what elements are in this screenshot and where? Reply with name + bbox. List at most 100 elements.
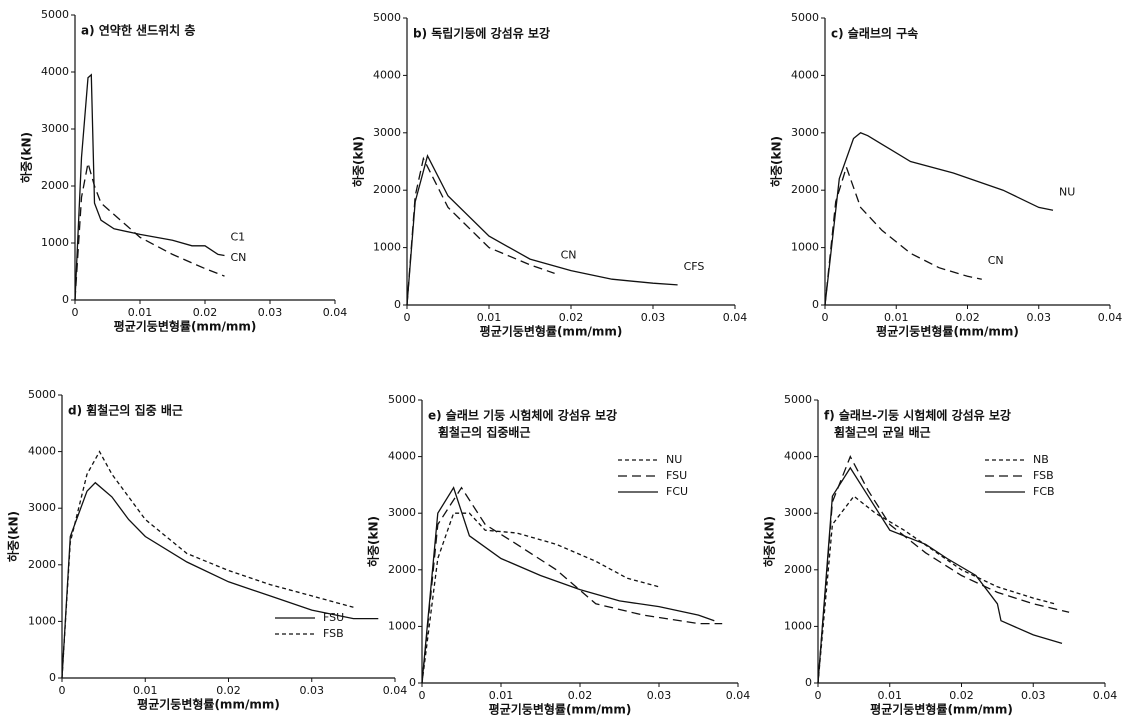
y-tick-label: 3000	[791, 126, 819, 139]
legend-label: FCU	[666, 485, 688, 498]
x-axis-label: 평균기둥변형률(mm/mm)	[870, 702, 1013, 717]
series-label: CN	[988, 254, 1004, 267]
x-tick-label: 0.04	[323, 306, 348, 319]
y-tick-label: 3000	[373, 126, 401, 139]
x-axis-label: 평균기둥변형률(mm/mm)	[876, 324, 1019, 339]
series-line	[824, 165, 982, 306]
x-axis-label: 평균기둥변형률(mm/mm)	[137, 697, 280, 712]
y-tick-label: 4000	[28, 445, 56, 458]
x-tick-label: 0	[815, 689, 822, 702]
legend-label: FCB	[1033, 485, 1055, 498]
x-tick-label: 0.02	[568, 689, 593, 702]
chart-subtitle: 휨철근의 집중배근	[438, 425, 531, 440]
x-axis-label: 평균기둥변형률(mm/mm)	[480, 324, 623, 339]
x-tick-label: 0	[59, 684, 66, 697]
y-axis-label: 하중(kN)	[366, 516, 381, 567]
y-tick-label: 0	[805, 676, 812, 689]
x-tick-label: 0.02	[559, 311, 584, 324]
y-tick-label: 2000	[388, 563, 416, 576]
legend-label: FSU	[666, 469, 687, 482]
y-tick-label: 2000	[784, 563, 812, 576]
x-tick-label: 0.04	[1093, 689, 1118, 702]
series-line	[61, 450, 354, 679]
y-tick-label: 2000	[41, 179, 69, 192]
y-tick-label: 1000	[791, 241, 819, 254]
series-line	[61, 481, 379, 679]
chart-subtitle: 휨철근의 균일 배근	[834, 425, 931, 440]
x-tick-label: 0	[419, 689, 426, 702]
y-axis-label: 하중(kN)	[19, 132, 34, 183]
y-tick-label: 1000	[41, 236, 69, 249]
y-tick-label: 2000	[791, 183, 819, 196]
y-tick-label: 5000	[791, 11, 819, 24]
y-tick-label: 5000	[388, 393, 416, 406]
y-tick-label: 2000	[373, 183, 401, 196]
x-tick-label: 0.02	[955, 311, 980, 324]
series-line	[74, 163, 225, 301]
y-tick-label: 5000	[373, 11, 401, 24]
series-line	[74, 73, 225, 301]
x-tick-label: 0	[72, 306, 79, 319]
y-tick-label: 0	[62, 293, 69, 306]
y-tick-label: 1000	[373, 241, 401, 254]
y-axis-label: 하중(kN)	[351, 136, 366, 187]
chart-title: e) 슬래브 기둥 시험체에 강섬유 보강	[428, 408, 617, 423]
series-line	[406, 156, 555, 306]
series-label: NU	[1059, 185, 1075, 198]
x-tick-label: 0	[822, 311, 829, 324]
series-label: C1	[231, 231, 246, 244]
y-tick-label: 3000	[784, 506, 812, 519]
legend-label: FSB	[323, 627, 344, 640]
y-tick-label: 0	[394, 298, 401, 311]
x-axis-label: 평균기둥변형률(mm/mm)	[489, 702, 632, 717]
y-tick-label: 0	[49, 671, 56, 684]
x-tick-label: 0.04	[1098, 311, 1123, 324]
y-tick-label: 4000	[388, 450, 416, 463]
series-label: CFS	[684, 260, 705, 273]
y-tick-label: 4000	[791, 68, 819, 81]
x-tick-label: 0.02	[949, 689, 974, 702]
series-line	[406, 153, 678, 306]
y-tick-label: 2000	[28, 558, 56, 571]
y-tick-label: 5000	[784, 393, 812, 406]
x-tick-label: 0.02	[193, 306, 218, 319]
series-label: CN	[561, 248, 577, 261]
legend-label: NB	[1033, 453, 1049, 466]
y-axis-label: 하중(kN)	[769, 136, 784, 187]
x-tick-label: 0.01	[477, 311, 502, 324]
x-axis-label: 평균기둥변형률(mm/mm)	[114, 319, 257, 334]
y-tick-label: 1000	[784, 619, 812, 632]
chart-title: d) 휨철근의 집중 배근	[68, 403, 183, 418]
x-tick-label: 0.03	[300, 684, 325, 697]
y-tick-label: 1000	[28, 614, 56, 627]
legend-label: FSU	[323, 611, 344, 624]
series-line	[824, 132, 1054, 306]
y-tick-label: 0	[409, 676, 416, 689]
series-line	[421, 486, 723, 684]
series-line	[421, 512, 660, 684]
chart-title: c) 슬래브의 구속	[831, 26, 918, 41]
y-tick-label: 5000	[28, 388, 56, 401]
x-tick-label: 0.01	[884, 311, 909, 324]
y-tick-label: 1000	[388, 619, 416, 632]
y-tick-label: 3000	[41, 122, 69, 135]
x-tick-label: 0.01	[489, 689, 514, 702]
series-line	[817, 455, 1070, 684]
x-tick-label: 0.03	[258, 306, 283, 319]
y-tick-label: 3000	[28, 501, 56, 514]
chart-title: b) 독립기둥에 강섬유 보강	[413, 26, 550, 41]
y-tick-label: 0	[812, 298, 819, 311]
x-tick-label: 0.04	[726, 689, 751, 702]
series-line	[817, 466, 1063, 684]
series-line	[817, 495, 1055, 684]
x-tick-label: 0.04	[383, 684, 408, 697]
legend-label: FSB	[1033, 469, 1054, 482]
y-tick-label: 4000	[41, 65, 69, 78]
y-tick-label: 4000	[784, 450, 812, 463]
x-tick-label: 0.01	[133, 684, 158, 697]
legend-label: NU	[666, 453, 682, 466]
series-label: CN	[231, 251, 247, 264]
x-tick-label: 0.01	[878, 689, 903, 702]
series-line	[421, 486, 715, 684]
